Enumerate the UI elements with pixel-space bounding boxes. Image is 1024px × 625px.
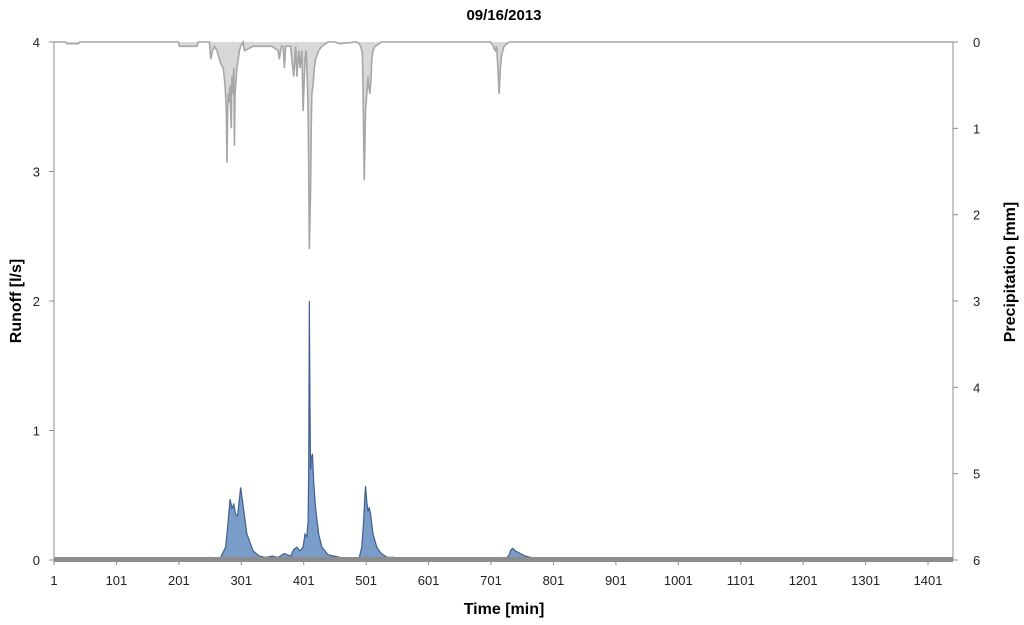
left-tick-label: 4: [33, 35, 40, 50]
x-tick-label: 201: [168, 573, 190, 588]
x-tick-label: 601: [418, 573, 440, 588]
x-tick-label: 1301: [851, 573, 880, 588]
x-axis-ticks: 1 101 201 301 401 501 601 701 801 901 1001 1101 1201…: [50, 560, 942, 588]
right-tick-label: 0: [973, 35, 980, 50]
x-tick-label: 801: [543, 573, 565, 588]
left-tick-label: 0: [33, 553, 40, 568]
precipitation-series: [54, 39, 953, 250]
x-tick-label: 1401: [914, 573, 943, 588]
x-axis-title: Time [min]: [464, 601, 545, 618]
right-axis-title: Precipitation [mm]: [1002, 202, 1019, 342]
x-tick-label: 901: [605, 573, 627, 588]
right-tick-label: 5: [973, 467, 980, 482]
x-tick-label: 701: [480, 573, 502, 588]
x-tick-label: 1001: [664, 573, 693, 588]
right-tick-label: 1: [973, 121, 980, 136]
runoff-area: [54, 301, 953, 560]
x-tick-label: 301: [230, 573, 252, 588]
right-tick-label: 3: [973, 294, 980, 309]
precipitation-line: [54, 39, 953, 250]
precipitation-area: [54, 42, 953, 250]
right-tick-label: 4: [973, 380, 980, 395]
right-tick-label: 2: [973, 208, 980, 223]
left-tick-label: 2: [33, 294, 40, 309]
runoff-line: [54, 300, 953, 561]
chart-title: 09/16/2013: [466, 7, 541, 24]
x-tick-label: 501: [355, 573, 377, 588]
left-axis-title: Runoff [l/s]: [8, 259, 25, 343]
left-tick-label: 3: [33, 165, 40, 180]
x-tick-label: 1: [50, 573, 57, 588]
x-tick-label: 1101: [727, 573, 755, 588]
right-axis-ticks: 0 1 2 3 4 5 6: [953, 35, 980, 568]
x-axis-baseline: [54, 557, 953, 562]
x-tick-label: 101: [106, 573, 128, 588]
x-tick-label: 401: [293, 573, 315, 588]
left-axis-ticks: 0 1 2 3 4: [33, 35, 54, 568]
left-tick-label: 1: [33, 424, 40, 439]
runoff-series: [54, 300, 953, 561]
x-tick-label: 1201: [789, 573, 818, 588]
right-tick-label: 6: [973, 553, 980, 568]
